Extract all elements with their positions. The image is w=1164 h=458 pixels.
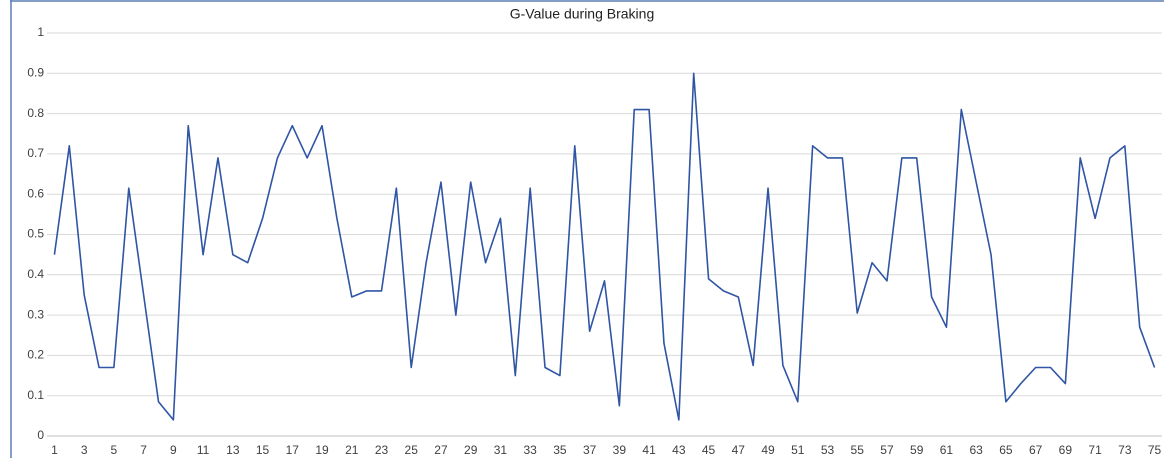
x-tick-label: 47 — [732, 443, 746, 457]
x-tick-label: 71 — [1088, 443, 1102, 457]
x-tick-label: 45 — [702, 443, 716, 457]
series-line — [53, 72, 1156, 421]
x-tick-label: 37 — [583, 443, 597, 457]
x-tick-label: 1 — [51, 443, 58, 457]
x-tick-label: 69 — [1059, 443, 1073, 457]
x-tick-label: 11 — [197, 443, 210, 457]
x-tick-label: 3 — [81, 443, 88, 457]
x-tick-label: 21 — [345, 443, 359, 457]
y-tick-label: 0.2 — [27, 348, 44, 362]
x-tick-label: 33 — [523, 443, 537, 457]
x-tick-label: 15 — [256, 443, 270, 457]
x-tick-label: 17 — [286, 443, 300, 457]
x-tick-label: 27 — [434, 443, 448, 457]
x-tick-label: 23 — [375, 443, 389, 457]
chart-title: G-Value during Braking — [510, 6, 654, 22]
x-tick-label: 57 — [880, 443, 894, 457]
x-tick-label: 49 — [761, 443, 775, 457]
x-tick-label: 73 — [1118, 443, 1132, 457]
x-tick-label: 43 — [672, 443, 686, 457]
y-tick-label: 0.7 — [27, 146, 44, 160]
x-tick-label: 7 — [140, 443, 147, 457]
x-tick-label: 41 — [642, 443, 656, 457]
x-tick-label: 61 — [940, 443, 954, 457]
y-tick-label: 0.6 — [27, 186, 44, 200]
x-tick-label: 53 — [821, 443, 835, 457]
y-tick-label: 0.5 — [27, 227, 44, 241]
x-tick-label: 9 — [170, 443, 177, 457]
x-tick-label: 5 — [111, 443, 118, 457]
x-tick-label: 39 — [613, 443, 627, 457]
y-tick-label: 0.9 — [27, 65, 44, 79]
x-tick-label: 65 — [999, 443, 1013, 457]
y-tick-label: 0.4 — [27, 267, 44, 281]
x-tick-label: 55 — [851, 443, 865, 457]
x-tick-label: 35 — [553, 443, 567, 457]
x-tick-label: 31 — [494, 443, 508, 457]
x-tick-label: 75 — [1148, 443, 1162, 457]
x-tick-label: 51 — [791, 443, 805, 457]
x-tick-label: 63 — [969, 443, 983, 457]
y-tick-label: 0 — [37, 428, 44, 442]
y-tick-label: 0.1 — [27, 388, 44, 402]
x-tick-label: 59 — [910, 443, 924, 457]
x-tick-label: 25 — [405, 443, 419, 457]
x-tick-label: 13 — [226, 443, 240, 457]
y-tick-label: 0.3 — [27, 307, 44, 321]
y-tick-label: 1 — [37, 25, 44, 39]
x-tick-label: 29 — [464, 443, 478, 457]
x-tick-label: 67 — [1029, 443, 1043, 457]
y-tick-label: 0.8 — [27, 106, 44, 120]
x-tick-label: 19 — [315, 443, 329, 457]
